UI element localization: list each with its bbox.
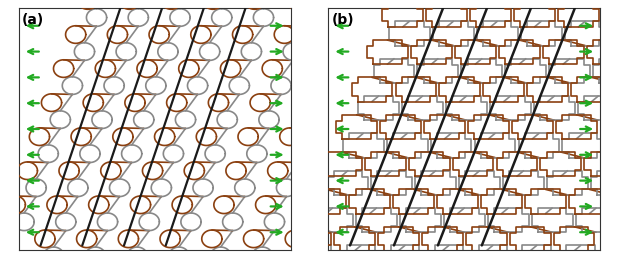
Text: (b): (b) [331, 13, 354, 27]
Text: (a): (a) [22, 13, 44, 27]
